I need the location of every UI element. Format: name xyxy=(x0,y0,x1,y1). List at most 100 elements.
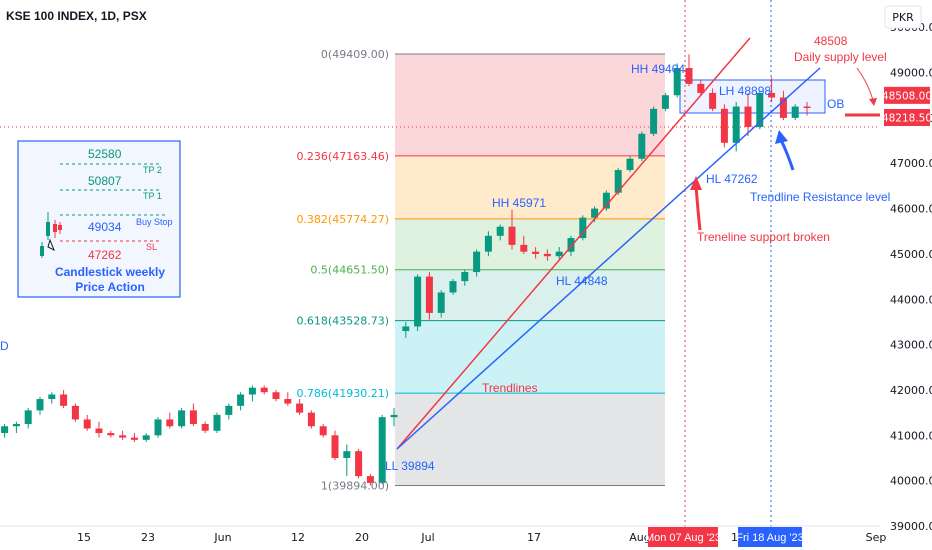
candle-body xyxy=(744,106,752,127)
weekly-buy-label: Buy Stop xyxy=(136,217,173,227)
annotation-supply-value: 48508 xyxy=(814,34,848,48)
candle-body xyxy=(60,394,68,406)
price-tick-label: 41000.00 xyxy=(890,429,932,442)
candle-body xyxy=(248,387,256,395)
time-label-blue-bg xyxy=(738,527,802,547)
candle-body xyxy=(449,281,457,293)
time-tick-label: 17 xyxy=(527,531,541,544)
weekly-tp2-label: TP 2 xyxy=(143,165,162,175)
candle-body xyxy=(414,276,422,327)
weekly-tp1-label: TP 1 xyxy=(143,191,162,201)
candle-body xyxy=(48,394,56,400)
candle-body xyxy=(260,387,268,393)
candle-body xyxy=(543,253,551,257)
candle-body xyxy=(95,428,103,434)
candle-body xyxy=(602,192,610,209)
candle-body xyxy=(402,326,410,332)
annotation-ob: OB xyxy=(827,97,844,111)
candle-body xyxy=(567,238,575,252)
price-axis[interactable]: 50000.0049000.0048000.0047000.0046000.00… xyxy=(882,21,932,533)
candle-body xyxy=(779,97,787,118)
time-label-red: Mon 07 Aug '23 xyxy=(645,532,721,544)
fib-level-label: 0.786(41930.21) xyxy=(296,387,389,400)
price-label: 48508.00 xyxy=(882,90,932,102)
chart-title: KSE 100 INDEX, 1D, PSX xyxy=(6,9,147,23)
candle-body xyxy=(201,423,209,431)
price-tick-label: 39000.00 xyxy=(890,520,932,533)
candle-body xyxy=(673,68,681,96)
candle-body xyxy=(71,405,79,420)
candle-body xyxy=(732,106,740,143)
candle-body xyxy=(661,95,669,109)
candle-body xyxy=(142,435,150,440)
currency-button[interactable]: PKR xyxy=(892,11,914,24)
support-trendline-red xyxy=(396,37,751,450)
candle-body xyxy=(1,426,9,434)
fibonacci-labels: 0(49409.00) 0.236(47163.46) 0.382(45774.27… xyxy=(296,48,389,492)
candle-body xyxy=(520,244,528,252)
annotation-cut-label: D xyxy=(0,339,9,353)
price-label: 48218.50 xyxy=(882,112,932,124)
annotation-hh-45971: HH 45971 xyxy=(492,196,546,210)
time-label-red-bg xyxy=(648,527,718,547)
candle-body xyxy=(484,235,492,252)
weekly-tp1-value: 50807 xyxy=(88,174,122,188)
fib-level-label: 0(49409.00) xyxy=(321,48,389,61)
candle-body xyxy=(803,106,811,108)
candle-body xyxy=(225,405,233,415)
resistance-arrow xyxy=(775,130,795,171)
candle-body xyxy=(119,435,127,438)
price-tick-label: 45000.00 xyxy=(890,248,932,261)
price-tick-label: 42000.00 xyxy=(890,384,932,397)
candle-body xyxy=(296,403,304,413)
currency-button-bg[interactable] xyxy=(884,5,922,29)
annotation-daily-supply: Daily supply level xyxy=(794,50,887,64)
candle-body xyxy=(638,133,646,159)
candle-body xyxy=(709,92,717,109)
weekly-price-action-box: 52580 TP 2 50807 TP 1 49034 Buy Stop 472… xyxy=(17,140,181,298)
fib-zone xyxy=(395,320,665,394)
time-label-blue: Fri 18 Aug '23 xyxy=(736,532,804,544)
supply-arrow xyxy=(856,67,877,106)
fib-zone xyxy=(395,218,665,270)
fib-zone xyxy=(395,393,665,486)
annotation-lh-48898: LH 48898 xyxy=(719,84,771,98)
candles-group xyxy=(1,54,811,486)
candle-body xyxy=(791,106,799,118)
fib-level-label: 0.618(43528.73) xyxy=(296,315,389,328)
candle-body xyxy=(154,419,162,436)
candle-body xyxy=(461,272,469,282)
candle-body xyxy=(508,226,516,245)
candle-body xyxy=(473,251,481,273)
fib-level-label: 0.382(45774.27) xyxy=(296,213,389,226)
candle-body xyxy=(768,92,776,98)
price-label-bg xyxy=(884,86,930,104)
candle-body xyxy=(532,251,540,254)
candle-body xyxy=(626,158,634,171)
candle-body xyxy=(36,399,44,411)
candle-body xyxy=(437,292,445,313)
resistance-trendline-blue xyxy=(396,67,821,450)
weekly-caption-line1: Candlestick weekly xyxy=(55,265,165,279)
time-tick-label: Jul xyxy=(420,531,434,544)
candle-body xyxy=(496,226,504,236)
price-tick-label: 46000.00 xyxy=(890,203,932,216)
fib-zone xyxy=(395,54,665,156)
candle-body xyxy=(425,276,433,313)
weekly-sl-value: 47262 xyxy=(88,248,122,262)
weekly-buy-value: 49034 xyxy=(88,220,122,234)
candle-body xyxy=(697,83,705,93)
weekly-sl-label: SL xyxy=(146,242,157,252)
candle-body xyxy=(12,423,20,427)
annotation-hh-49404: HH 49404 xyxy=(631,62,685,76)
time-tick-label: Jun xyxy=(213,531,231,544)
price-label-bg xyxy=(884,108,930,126)
candle-body xyxy=(307,412,315,427)
time-tick-label: Aug xyxy=(629,531,650,544)
candle-body xyxy=(237,394,245,406)
candle-body xyxy=(591,208,599,218)
fib-level-label: 0.236(47163.46) xyxy=(296,150,389,163)
time-tick-label: 12 xyxy=(291,531,305,544)
time-tick-label: Sep xyxy=(866,531,887,544)
